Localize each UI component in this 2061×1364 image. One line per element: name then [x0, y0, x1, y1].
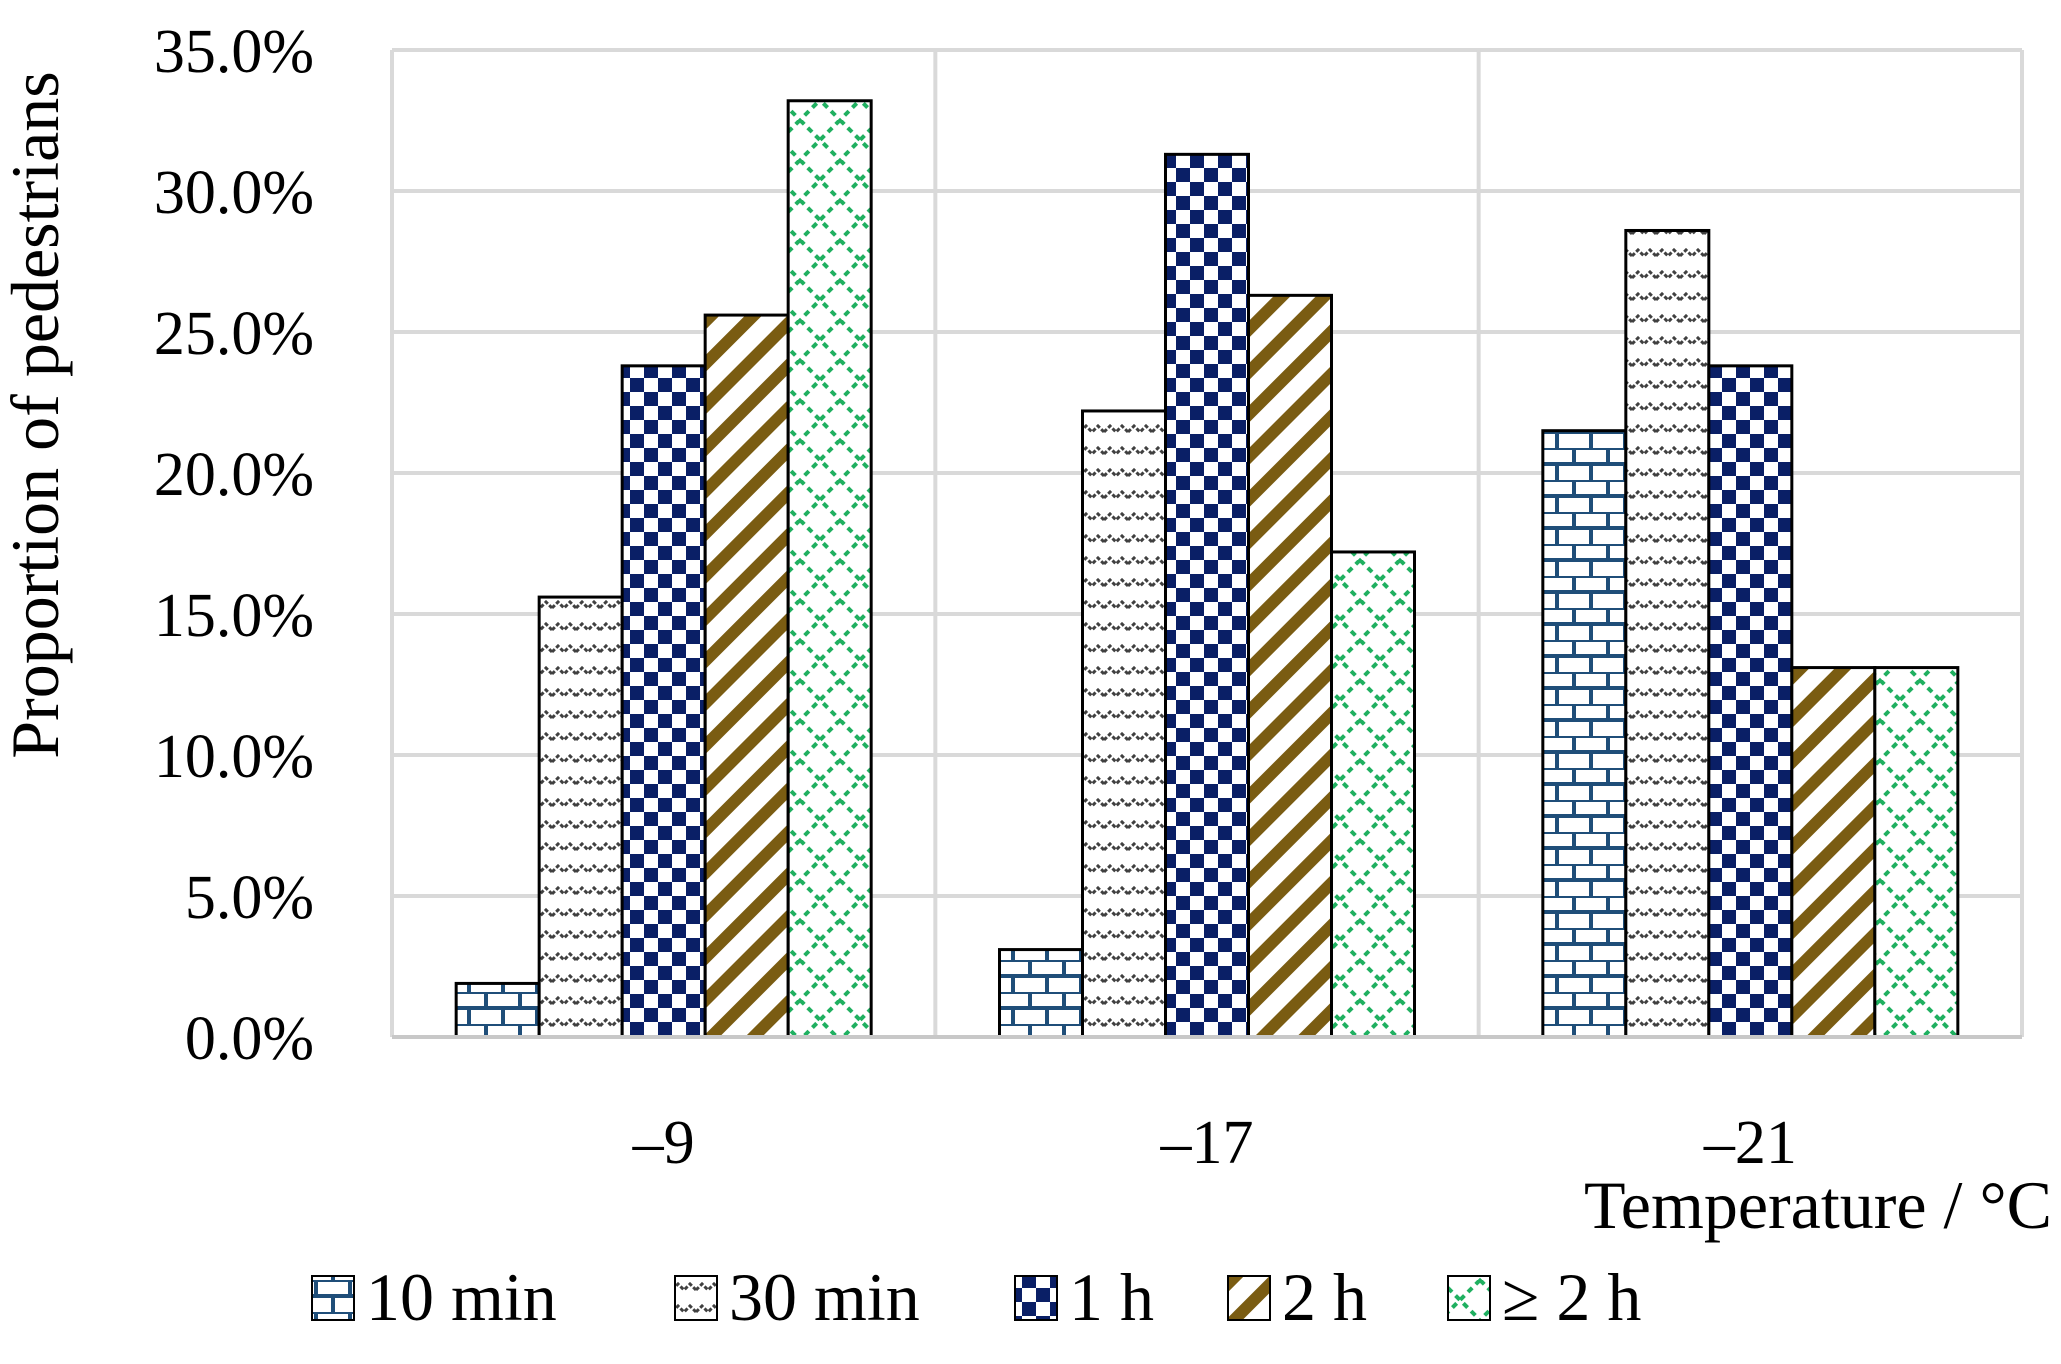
x-tick-label: –17 [1160, 1109, 1254, 1177]
legend-swatch-s30min [674, 1275, 718, 1321]
y-tick-label: 20.0% [154, 441, 314, 509]
bar-sge2h-cat0 [786, 99, 873, 1039]
bar-s2h-cat1 [1247, 293, 1333, 1039]
legend-label-s10min: 10 min [366, 1259, 557, 1335]
axes: 0.0% 5.0% 10.0% 15.0% 20.0% 25.0% 30.0% 35.0% –9… [154, 18, 2022, 1177]
y-tick-label: 35.0% [154, 18, 314, 86]
bar-s10min-cat1 [998, 948, 1084, 1039]
bar-s2h-cat0 [703, 313, 790, 1039]
legend-label-sge2h: ≥ 2 h [1502, 1259, 1641, 1335]
legend-label-s30min: 30 min [729, 1259, 920, 1335]
bars [454, 99, 1960, 1039]
bar-s30min-cat0 [537, 595, 624, 1039]
bar-s2h-cat2 [1790, 666, 1877, 1039]
legend: 10 min 30 min 1 h 2 h ≥ 2 h [311, 1259, 1641, 1335]
legend-label-s2h: 2 h [1282, 1259, 1367, 1335]
y-tick-label: 5.0% [185, 864, 314, 932]
bar-sge2h-cat2 [1873, 666, 1960, 1039]
y-tick-label: 15.0% [154, 582, 314, 650]
y-tick-label: 25.0% [154, 300, 314, 368]
bar-s1h-cat2 [1707, 364, 1794, 1039]
bar-s1h-cat0 [620, 364, 707, 1039]
bar-sge2h-cat1 [1330, 550, 1416, 1039]
legend-swatch-s10min [311, 1275, 355, 1321]
bar-s30min-cat2 [1624, 228, 1711, 1039]
legend-swatch-s2h [1227, 1275, 1271, 1321]
bar-s10min-cat0 [454, 981, 541, 1039]
legend-swatch-s1h [1014, 1275, 1058, 1321]
x-tick-label: –9 [632, 1109, 695, 1177]
bar-s10min-cat2 [1541, 429, 1628, 1039]
y-tick-label: 30.0% [154, 159, 314, 227]
bar-s1h-cat1 [1164, 152, 1250, 1039]
legend-label-s1h: 1 h [1069, 1259, 1154, 1335]
y-tick-label: 10.0% [154, 723, 314, 791]
x-tick-label: –21 [1703, 1109, 1797, 1177]
y-tick-label: 0.0% [185, 1005, 314, 1073]
y-axis-title: Proportion of pedestrians [0, 71, 73, 758]
x-axis-title: Temperature / °C [1584, 1167, 2052, 1243]
legend-swatch-sge2h [1447, 1275, 1491, 1321]
bar-s30min-cat1 [1081, 409, 1167, 1039]
